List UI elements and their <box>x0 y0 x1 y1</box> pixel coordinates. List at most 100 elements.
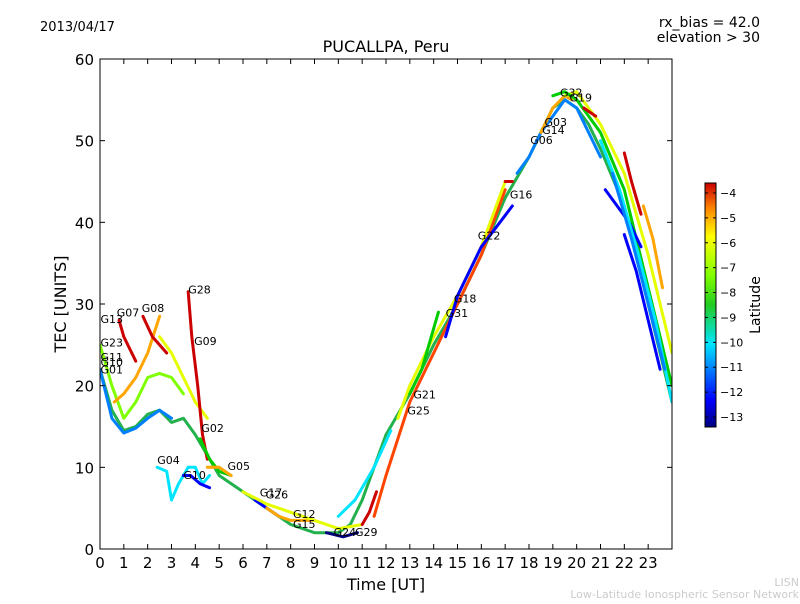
tec-series-24 <box>539 94 574 134</box>
tec-series-7 <box>186 290 209 461</box>
y-axis: 0 10 20 30 40 50 60 <box>75 51 672 559</box>
colorbar-tick-label: −11 <box>720 361 743 374</box>
x-tick-label: 9 <box>310 554 320 572</box>
x-tick-label: 11 <box>353 554 372 572</box>
satellite-label: G28 <box>188 283 211 296</box>
x-axis: 0 1 2 3 4 5 6 7 8 9 10 11 12 13 14 15 16 17 18 19 20 21 22 23 <box>95 59 658 572</box>
y-tick-label: 30 <box>75 296 94 314</box>
colorbar-tick-label: −10 <box>720 336 743 349</box>
satellite-label: G01 <box>101 363 124 376</box>
x-tick-label: 2 <box>143 554 153 572</box>
tec-series-25 <box>563 90 672 355</box>
tec-series-14 <box>241 490 364 531</box>
x-tick-label: 15 <box>448 554 467 572</box>
x-tick-label: 13 <box>400 554 419 572</box>
x-tick-label: 19 <box>543 554 562 572</box>
satellite-label: G12 <box>293 508 316 521</box>
satellite-label: G06 <box>530 134 553 147</box>
footer-brand: LISN <box>774 576 799 589</box>
satellite-label: G15 <box>293 518 316 531</box>
x-tick-label: 4 <box>191 554 201 572</box>
colorbar-ticks: −4 −5 −6 −7 −8 −9 −10 −11 −12 −13 <box>705 187 743 424</box>
satellite-label: G25 <box>407 404 430 417</box>
satellite-label: G04 <box>157 454 180 467</box>
y-tick-label: 60 <box>75 51 94 69</box>
y-axis-label: TEC [UNITS] <box>51 256 70 354</box>
colorbar-tick-label: −8 <box>720 287 736 300</box>
tec-series-28 <box>622 151 643 216</box>
x-tick-label: 8 <box>286 554 296 572</box>
tec-series-5 <box>141 314 169 355</box>
tec-series-31 <box>641 204 664 290</box>
tec-series-3 <box>112 314 162 404</box>
tec-series-33 <box>610 171 667 371</box>
satellite-label: G24 <box>334 526 357 539</box>
x-tick-label: 21 <box>591 554 610 572</box>
tec-series-30 <box>622 233 662 371</box>
tec-series-8 <box>198 437 233 477</box>
satellite-label: G10 <box>101 356 124 369</box>
x-tick-label: 20 <box>567 554 586 572</box>
x-tick-label: 14 <box>424 554 443 572</box>
tec-series-20 <box>408 310 440 396</box>
tec-series-10 <box>181 474 212 490</box>
tec-series-21 <box>444 204 514 339</box>
date-label: 2013/04/17 <box>40 20 115 35</box>
tec-series-19 <box>396 180 507 420</box>
satellite-label: G26 <box>266 488 289 501</box>
tec-series-27 <box>582 106 598 118</box>
colorbar-tick-label: −12 <box>720 386 743 399</box>
x-tick-label: 16 <box>472 554 491 572</box>
x-axis-label: Time [UT] <box>346 575 425 594</box>
satellite-label: G22 <box>478 230 501 243</box>
x-tick-label: 0 <box>95 554 105 572</box>
colorbar-tick-label: −5 <box>720 212 736 225</box>
tec-series-23 <box>515 98 602 175</box>
colorbar <box>704 182 717 428</box>
chart-title: PUCALLPA, Peru <box>323 37 450 56</box>
colorbar-tick-label: −7 <box>720 262 736 275</box>
y-tick-label: 10 <box>75 459 94 477</box>
x-tick-label: 3 <box>167 554 177 572</box>
x-tick-label: 10 <box>329 554 348 572</box>
tec-series-15 <box>324 531 359 539</box>
colorbar-tick-label: −4 <box>720 187 736 200</box>
x-tick-label: 18 <box>519 554 538 572</box>
satellite-label: G07 <box>117 306 140 319</box>
satellite-label: G11 <box>101 351 124 364</box>
satellite-label: G10 <box>183 469 206 482</box>
satellite-label: G03 <box>545 116 568 129</box>
satellite-label: G17 <box>260 487 283 500</box>
x-tick-label: 1 <box>119 554 129 572</box>
tec-series-0 <box>100 98 672 535</box>
tec-series-11 <box>205 465 233 477</box>
satellite-label: G13 <box>101 313 124 326</box>
y-tick-label: 40 <box>75 214 94 232</box>
satellite-label: G18 <box>454 292 477 305</box>
x-tick-label: 6 <box>238 554 248 572</box>
x-tick-label: 5 <box>214 554 224 572</box>
x-tick-label: 22 <box>615 554 634 572</box>
tec-series-1 <box>100 367 173 435</box>
tec-series-16 <box>360 490 378 526</box>
satellite-label: G16 <box>510 189 533 202</box>
tec-series-13 <box>265 506 316 522</box>
satellite-label: G14 <box>542 124 565 137</box>
satellite-label: G32 <box>560 87 583 100</box>
series-layer <box>100 90 672 539</box>
satellite-label: G21 <box>413 389 436 402</box>
satellite-label: G31 <box>446 307 469 320</box>
satellite-label: G23 <box>101 337 124 350</box>
satellite-label: G05 <box>228 460 251 473</box>
satellite-label: G08 <box>142 302 165 315</box>
satellite-label: G19 <box>570 92 593 105</box>
x-tick-label: 17 <box>496 554 515 572</box>
satellite-label: G29 <box>355 526 378 539</box>
elevation-label: elevation > 30 <box>657 30 760 46</box>
satellite-label: G02 <box>201 422 224 435</box>
colorbar-tick-label: −9 <box>720 311 736 324</box>
colorbar-tick-label: −6 <box>720 237 736 250</box>
